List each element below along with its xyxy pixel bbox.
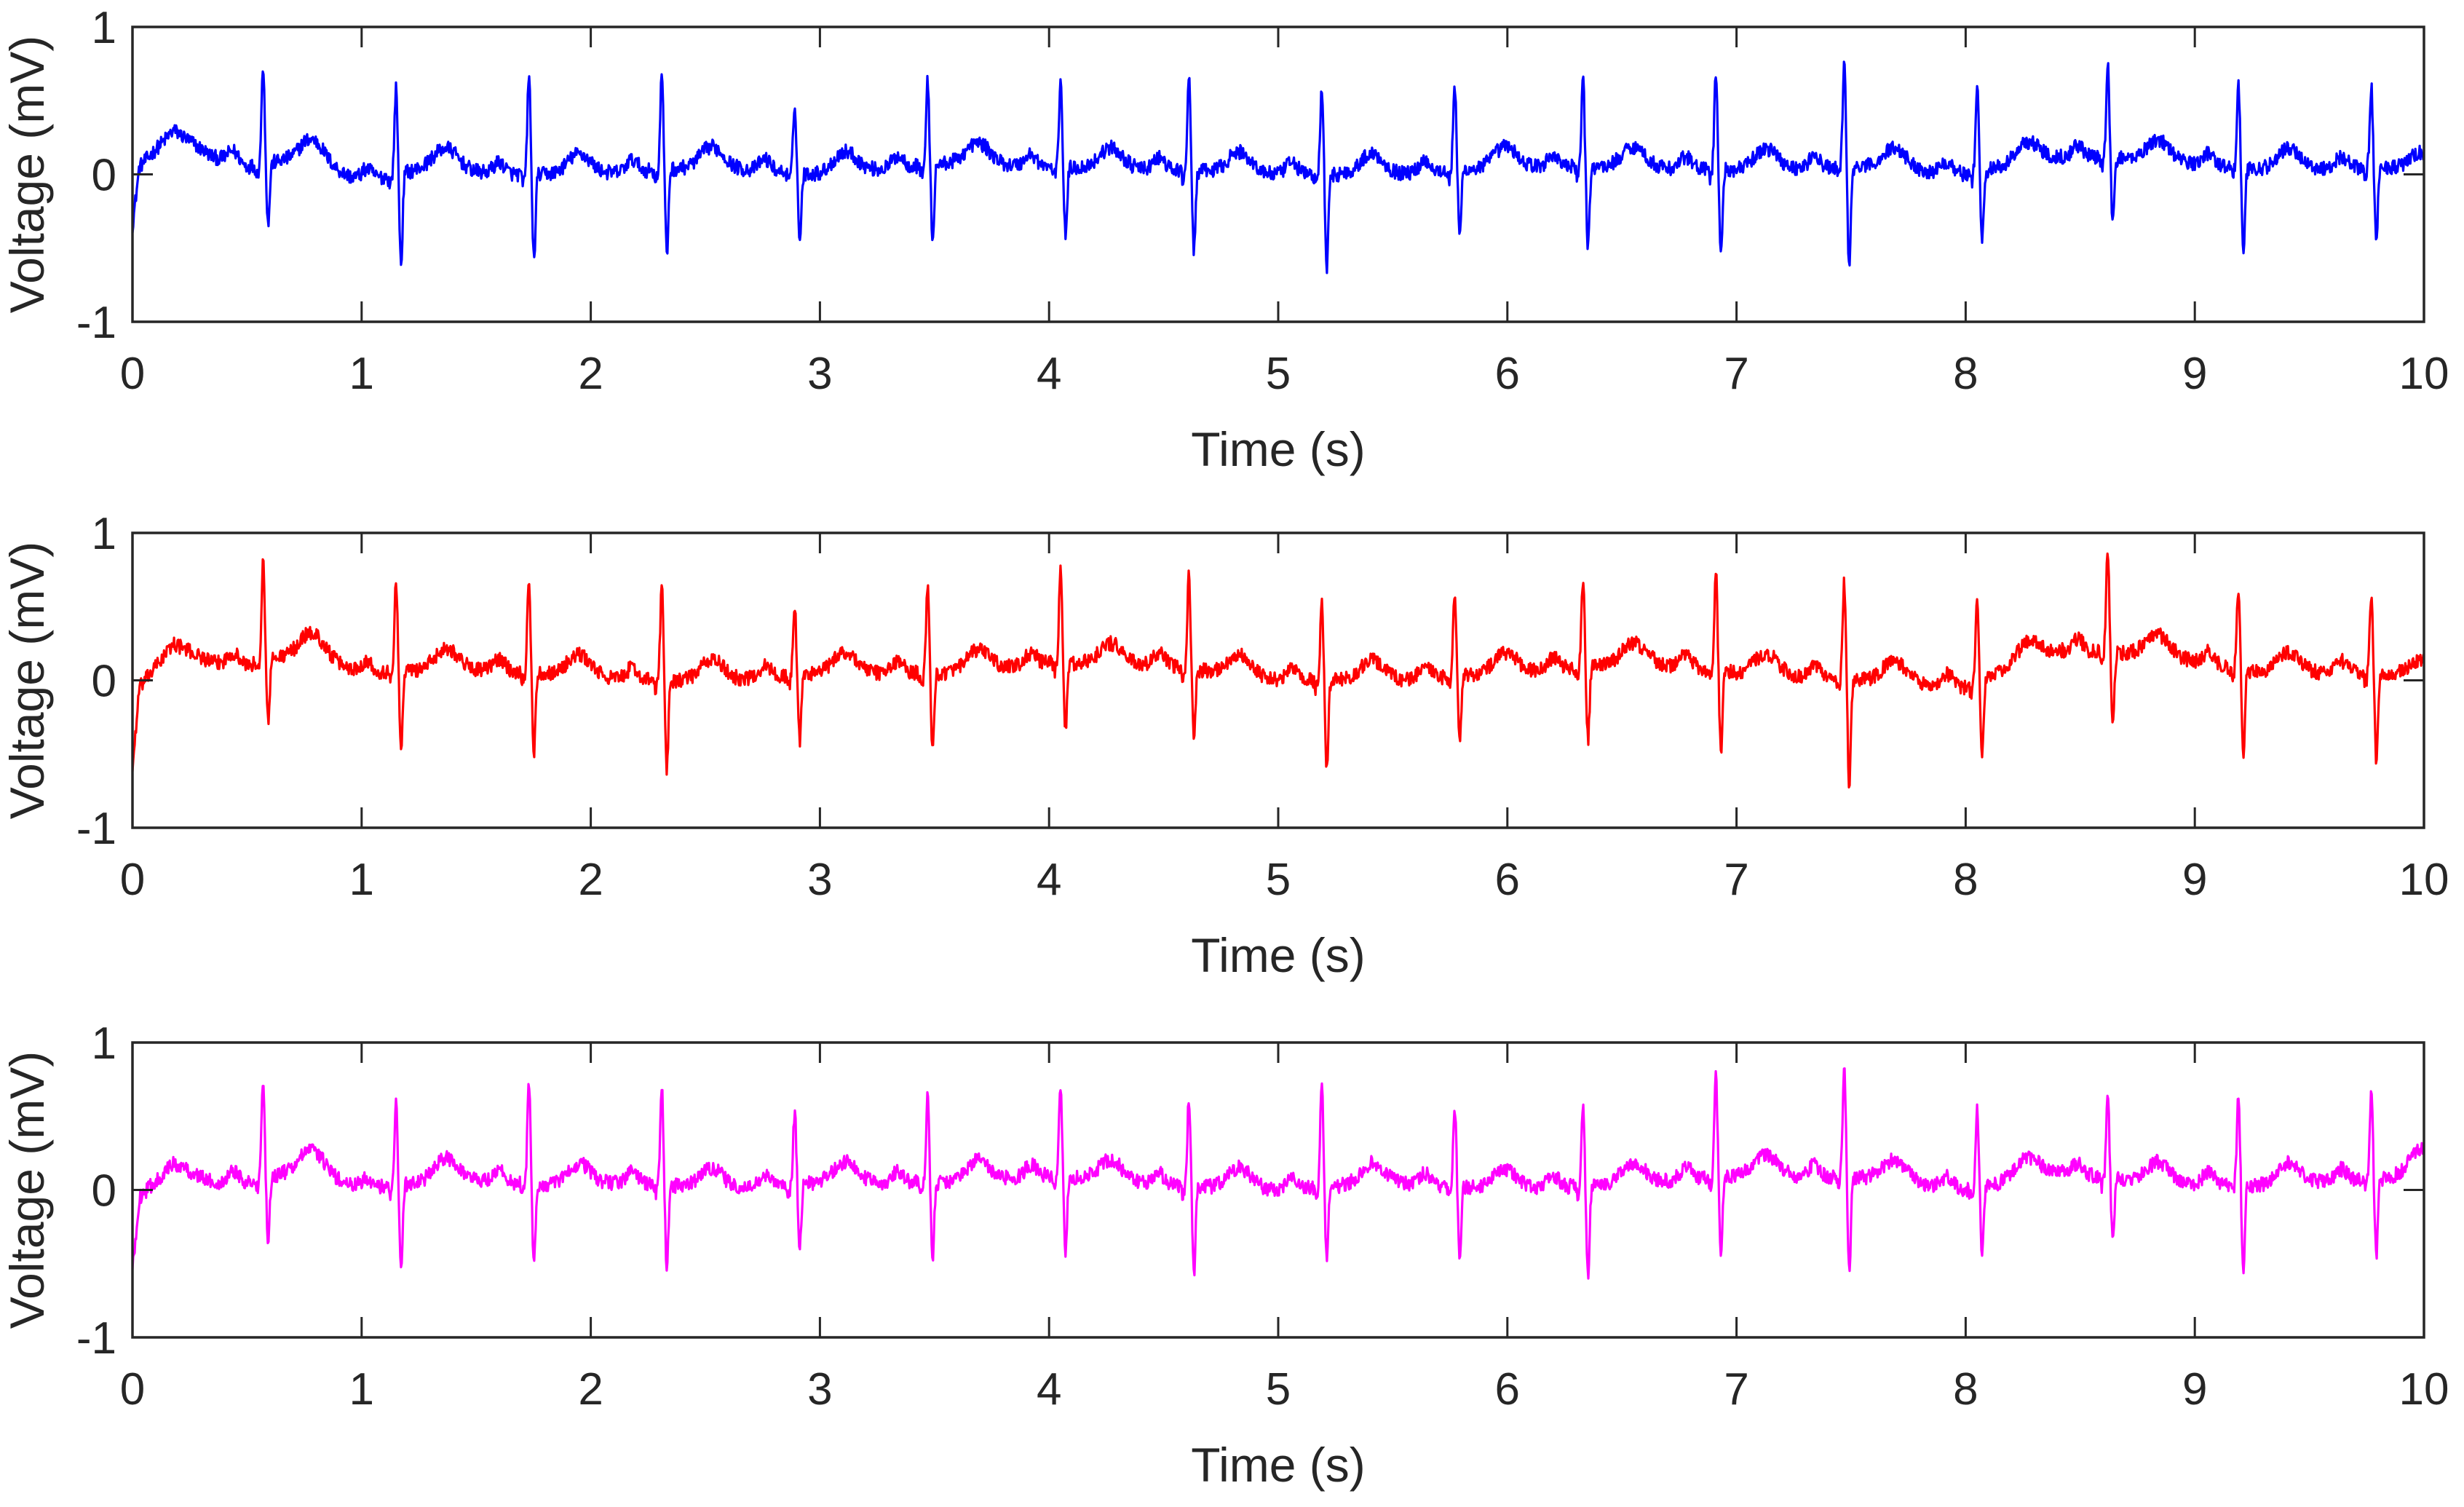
- x-tick-label: 3: [807, 349, 832, 399]
- y-tick-label: -1: [76, 298, 116, 348]
- ecg-signal-line: [131, 60, 2425, 274]
- x-tick-label: 8: [1953, 855, 1978, 905]
- x-tick-label: 4: [1037, 349, 1061, 399]
- ecg-signal-line: [131, 1067, 2425, 1280]
- y-tick-label: 1: [92, 1018, 116, 1069]
- x-tick-label: 6: [1495, 349, 1520, 399]
- y-tick-label: 0: [92, 1166, 116, 1217]
- x-tick-label: 4: [1037, 855, 1061, 905]
- y-tick-label: -1: [76, 804, 116, 854]
- x-tick-label: 5: [1266, 1364, 1291, 1415]
- x-tick-label: 6: [1495, 1364, 1520, 1415]
- y-tick-label: 1: [92, 509, 116, 559]
- y-tick-label: 0: [92, 657, 116, 707]
- x-tick-label: 7: [1724, 1364, 1748, 1415]
- x-tick-label: 9: [2182, 1364, 2207, 1415]
- x-tick-label: 0: [120, 349, 145, 399]
- x-tick-label: 7: [1724, 349, 1748, 399]
- y-axis-label: Voltage (mV): [0, 542, 54, 820]
- y-axis-label: Voltage (mV): [0, 1051, 54, 1329]
- x-tick-label: 8: [1953, 349, 1978, 399]
- y-axis-label: Voltage (mV): [0, 36, 54, 314]
- x-tick-label: 0: [120, 855, 145, 905]
- x-tick-label: 10: [2399, 349, 2449, 399]
- y-tick-label: -1: [76, 1313, 116, 1364]
- x-tick-label: 2: [578, 855, 603, 905]
- x-tick-label: 4: [1037, 1364, 1061, 1415]
- x-tick-label: 8: [1953, 1364, 1978, 1415]
- x-tick-label: 7: [1724, 855, 1748, 905]
- x-tick-label: 5: [1266, 349, 1291, 399]
- y-tick-label: 1: [92, 3, 116, 53]
- x-tick-label: 1: [349, 855, 374, 905]
- ecg-signal-line: [131, 552, 2425, 789]
- x-tick-label: 10: [2399, 855, 2449, 905]
- x-tick-label: 0: [120, 1364, 145, 1415]
- x-tick-label: 9: [2182, 855, 2207, 905]
- x-tick-label: 3: [807, 855, 832, 905]
- x-tick-label: 6: [1495, 855, 1520, 905]
- x-tick-label: 2: [578, 1364, 603, 1415]
- x-tick-label: 3: [807, 1364, 832, 1415]
- x-axis-label: Time (s): [1191, 422, 1366, 476]
- x-axis-label: Time (s): [1191, 928, 1366, 982]
- x-tick-label: 9: [2182, 349, 2207, 399]
- x-axis-label: Time (s): [1191, 1438, 1366, 1492]
- x-tick-label: 5: [1266, 855, 1291, 905]
- x-tick-label: 2: [578, 349, 603, 399]
- x-tick-label: 1: [349, 1364, 374, 1415]
- x-tick-label: 10: [2399, 1364, 2449, 1415]
- x-tick-label: 1: [349, 349, 374, 399]
- y-tick-label: 0: [92, 151, 116, 201]
